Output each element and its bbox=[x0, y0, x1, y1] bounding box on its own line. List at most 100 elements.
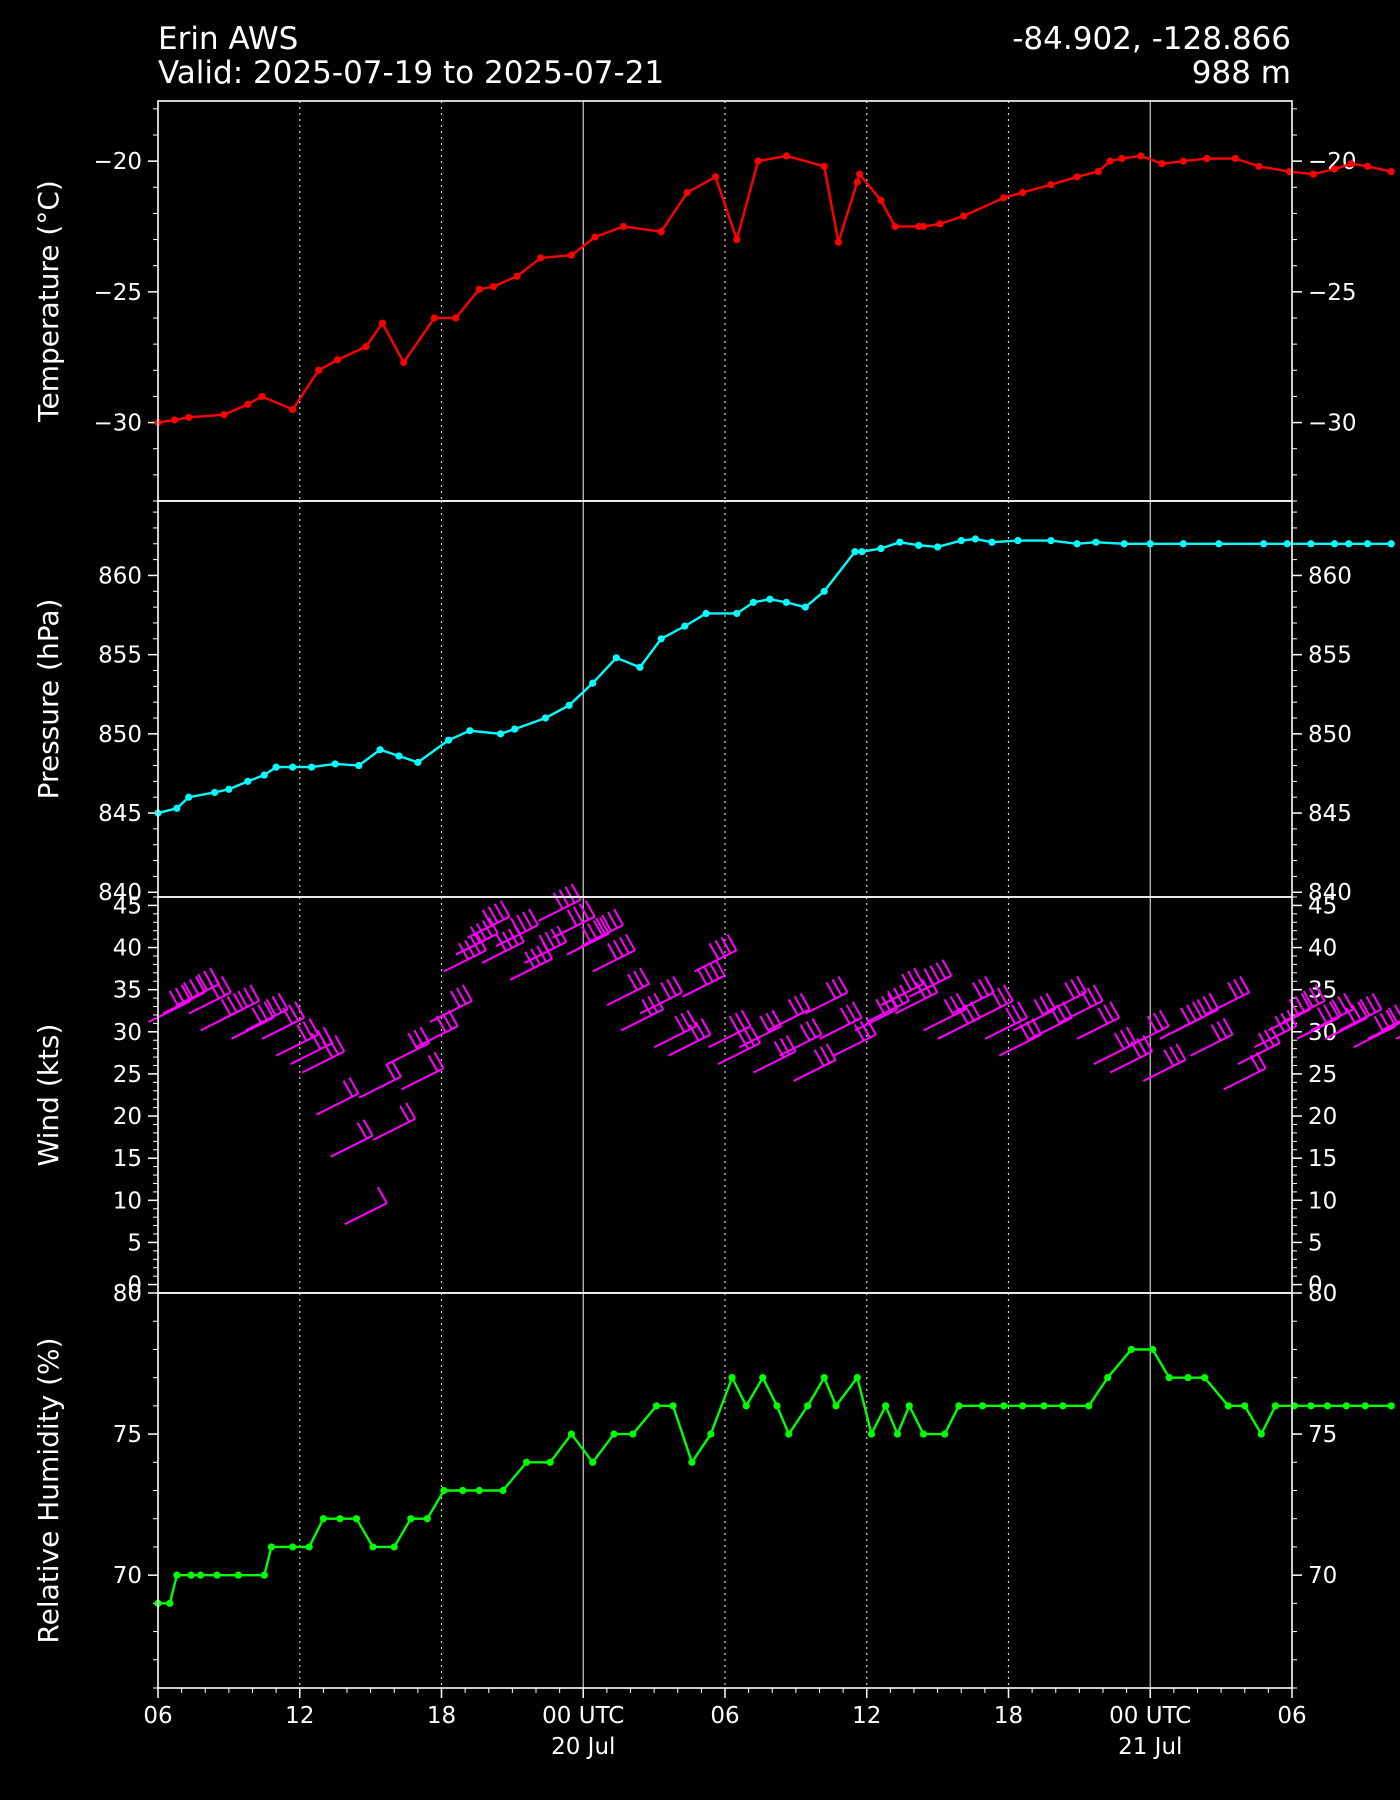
humidity-data-point bbox=[832, 1402, 840, 1410]
wind-barb-shaft bbox=[415, 1025, 459, 1049]
humidity-data-point bbox=[978, 1402, 987, 1410]
wind-barb-shaft bbox=[923, 1008, 967, 1032]
humidity-data-point bbox=[459, 1486, 467, 1495]
wind-barb-feather bbox=[1329, 1001, 1340, 1019]
wind-barb-feather bbox=[819, 1046, 831, 1064]
temperature-data-point bbox=[1179, 157, 1187, 165]
wind-barb bbox=[1076, 1001, 1121, 1040]
x-tick-label: 06 bbox=[143, 1703, 172, 1729]
wind-barb-feather bbox=[1070, 979, 1081, 997]
humidity-data-point bbox=[728, 1374, 736, 1382]
wind-barb bbox=[386, 1026, 431, 1065]
wind-barb-feather bbox=[1109, 1001, 1121, 1019]
wind-ytick-label-right: 15 bbox=[1308, 1146, 1337, 1172]
pressure-data-point bbox=[766, 595, 774, 603]
humidity-data-point bbox=[820, 1374, 828, 1382]
temperature-data-point bbox=[1158, 160, 1166, 168]
wind-barb-feather bbox=[641, 998, 653, 1016]
wind-barb-feather bbox=[552, 892, 564, 910]
pressure-data-point bbox=[1146, 540, 1154, 548]
wind-barb bbox=[216, 984, 261, 1023]
wind-barb-feather bbox=[831, 979, 843, 997]
humidity-data-point bbox=[773, 1402, 781, 1410]
wind-barb-feather bbox=[686, 1009, 698, 1027]
wind-barb bbox=[301, 1035, 346, 1074]
wind-barb bbox=[275, 1018, 320, 1057]
wind-barb-feather bbox=[859, 1021, 871, 1039]
wind-barb-feather bbox=[1175, 1043, 1187, 1061]
wind-barb bbox=[358, 1060, 402, 1099]
humidity-data-point bbox=[1000, 1402, 1008, 1410]
wind-barb-feather bbox=[209, 982, 220, 1000]
pressure-data-point bbox=[185, 793, 193, 801]
wind-barb bbox=[639, 976, 683, 1015]
humidity-data-point bbox=[352, 1515, 361, 1523]
wind-barb-shaft bbox=[1237, 1042, 1281, 1065]
wind-barb-shaft bbox=[344, 1202, 388, 1226]
x-tick-label: 12 bbox=[285, 1703, 314, 1729]
wind-barb-shaft bbox=[316, 1092, 359, 1116]
humidity-data-point bbox=[187, 1571, 195, 1579]
pressure-data-point bbox=[289, 763, 297, 771]
wind-barb bbox=[1109, 1035, 1154, 1074]
pressure-data-point bbox=[272, 763, 280, 771]
pressure-data-point bbox=[1307, 540, 1315, 548]
wind-barb-feather bbox=[601, 914, 612, 932]
wind-barb-feather bbox=[249, 984, 261, 1002]
pressure-ytick-label-left: 860 bbox=[98, 563, 142, 589]
wind-ylabel: Wind (kts) bbox=[32, 1024, 65, 1167]
wind-barb-feather bbox=[1086, 987, 1098, 1005]
wind-barb bbox=[523, 925, 568, 964]
temperature-data-point bbox=[1047, 181, 1055, 189]
temperature-data-point bbox=[362, 343, 370, 351]
temperature-data-point bbox=[834, 238, 843, 246]
wind-barb-feather bbox=[302, 1021, 314, 1039]
wind-barb-feather bbox=[633, 970, 644, 988]
wind-barb-shaft bbox=[606, 983, 650, 1007]
wind-barb-feather bbox=[593, 920, 604, 938]
wind-barb-feather bbox=[1202, 995, 1214, 1013]
wind-barb bbox=[708, 1009, 752, 1049]
temperature-data-point bbox=[782, 152, 791, 160]
pressure-data-point bbox=[541, 714, 550, 722]
wind-barb-feather bbox=[744, 1029, 755, 1047]
pressure-ytick-label-right: 845 bbox=[1308, 801, 1352, 827]
temperature-data-point bbox=[820, 162, 828, 170]
wind-barb-feather bbox=[1192, 1001, 1203, 1019]
wind-ytick-label-right: 25 bbox=[1308, 1062, 1337, 1088]
humidity-data-point bbox=[1059, 1402, 1067, 1410]
wind-barb-shaft bbox=[216, 1000, 260, 1023]
wind-barb-feather bbox=[1017, 1001, 1028, 1019]
pressure-ytick-label-left: 845 bbox=[98, 801, 142, 827]
wind-barb-feather bbox=[1359, 998, 1371, 1016]
wind-barb bbox=[1268, 992, 1312, 1032]
wind-barb bbox=[592, 933, 636, 973]
wind-barb-feather bbox=[1365, 995, 1377, 1013]
temperature-data-point bbox=[244, 400, 252, 408]
humidity-data-point bbox=[1307, 1402, 1315, 1410]
wind-barb-feather bbox=[1314, 984, 1326, 1002]
wind-barb-feather bbox=[674, 1015, 686, 1033]
wind-barb-feather bbox=[197, 973, 208, 991]
wind-barb-shaft bbox=[894, 991, 938, 1015]
temperature-data-point bbox=[333, 356, 342, 364]
wind-barb-shaft bbox=[970, 1000, 1014, 1023]
wind-barb-feather bbox=[935, 962, 947, 980]
pressure-ytick-label-left: 855 bbox=[98, 643, 142, 669]
wind-barb-shaft bbox=[753, 1050, 796, 1074]
humidity-ytick-label-right: 80 bbox=[1308, 1281, 1337, 1307]
wind-barb-feather bbox=[728, 1015, 740, 1033]
temperature-series-line bbox=[157, 154, 1392, 424]
pressure-data-point bbox=[1014, 537, 1022, 545]
wind-barb bbox=[717, 1026, 761, 1065]
temperature-ylabel: Temperature (°C) bbox=[32, 180, 65, 423]
wind-barb bbox=[1060, 984, 1104, 1023]
humidity-data-point bbox=[589, 1458, 597, 1466]
wind-barb-shaft bbox=[1310, 1008, 1354, 1032]
humidity-data-point bbox=[1342, 1402, 1350, 1410]
station-title: Erin AWS bbox=[158, 21, 299, 57]
pressure-data-point bbox=[1120, 540, 1128, 548]
wind-barb-shaft bbox=[1253, 1025, 1297, 1049]
